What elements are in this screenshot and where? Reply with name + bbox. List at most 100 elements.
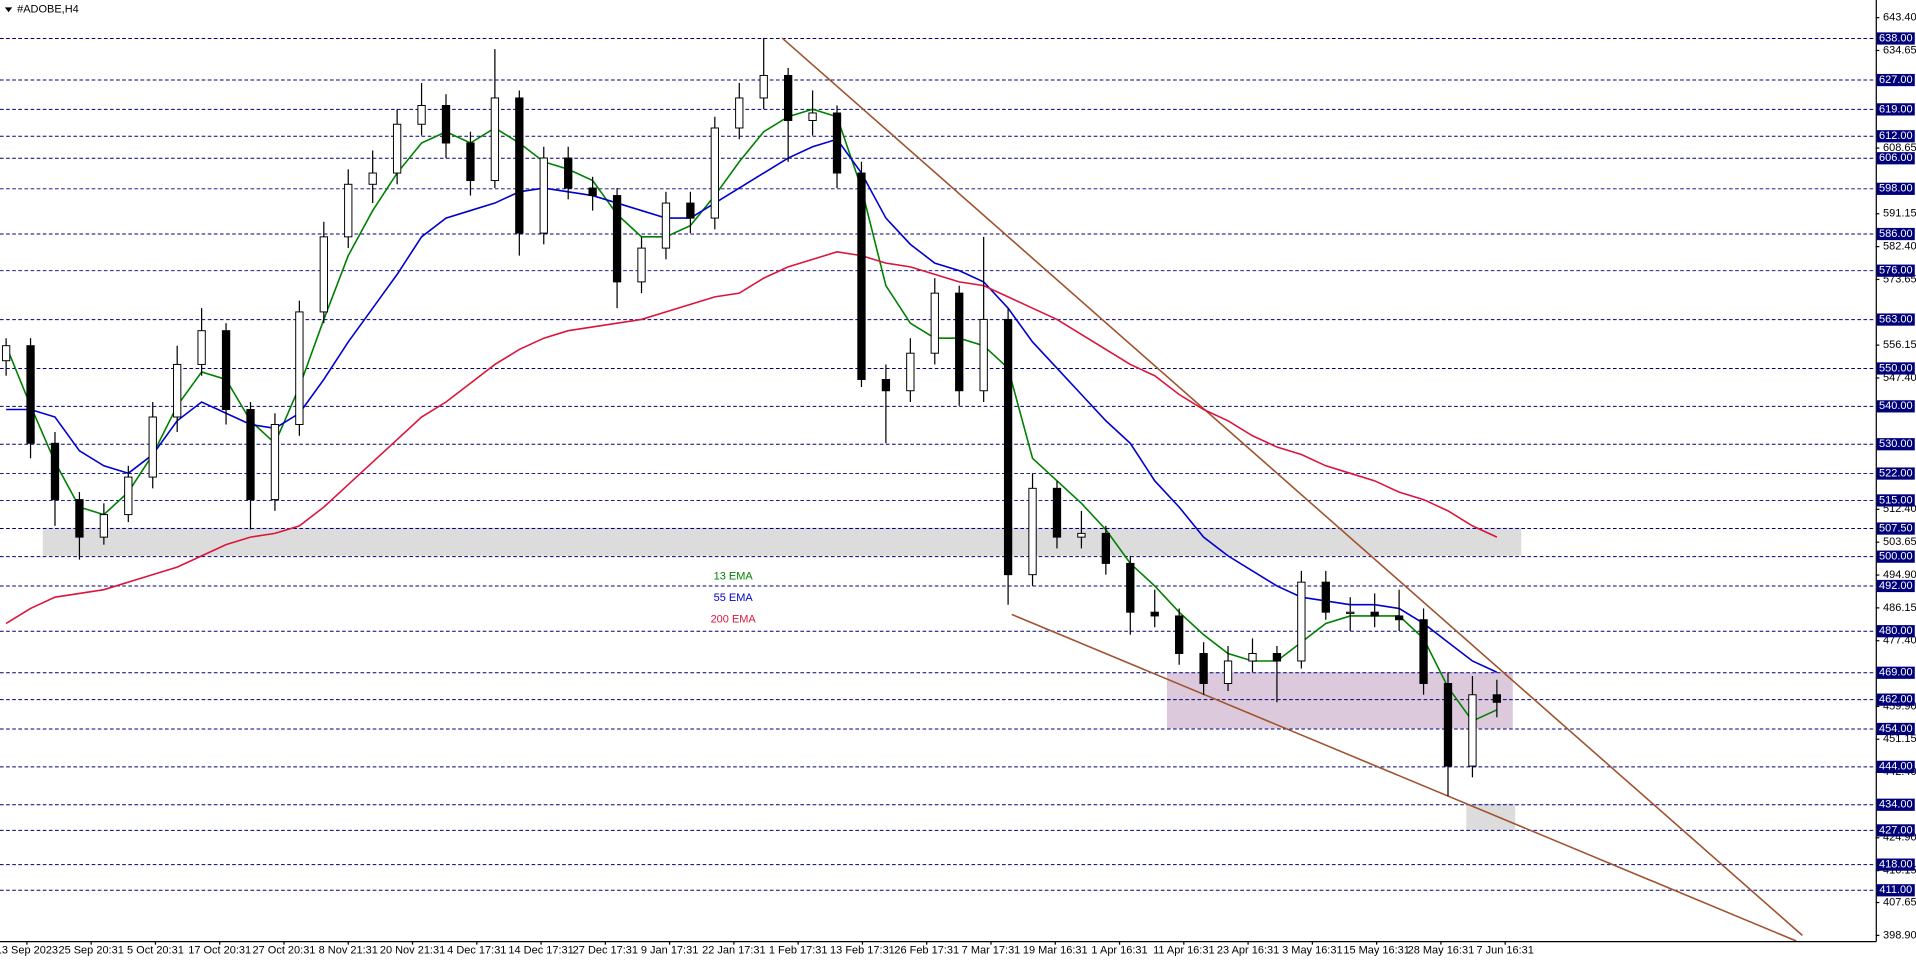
candle-body bbox=[1321, 581, 1330, 613]
candle-body bbox=[783, 74, 793, 121]
candle-body bbox=[661, 202, 671, 249]
trendline bbox=[1011, 613, 1797, 942]
y-tick-label: 556.15 bbox=[1883, 339, 1916, 351]
candle-body bbox=[1175, 615, 1184, 654]
level-label-box bbox=[1876, 579, 1915, 593]
candle-body bbox=[197, 330, 206, 365]
y-tick-label: 582.40 bbox=[1883, 241, 1916, 253]
level-label: 638.00 bbox=[1879, 32, 1913, 44]
candle-body bbox=[539, 157, 548, 234]
candle-body bbox=[906, 352, 915, 392]
level-label-box bbox=[1876, 693, 1915, 706]
level-label-box bbox=[1876, 798, 1915, 811]
x-tick-label: 3 May 16:31 bbox=[1282, 945, 1342, 957]
trendline bbox=[781, 37, 1803, 936]
level-label: 530.00 bbox=[1879, 438, 1913, 450]
level-label: 492.00 bbox=[1879, 580, 1913, 592]
level-label-box bbox=[1876, 467, 1915, 480]
level-label: 515.00 bbox=[1879, 494, 1913, 506]
level-label: 434.00 bbox=[1879, 799, 1913, 811]
candle-body bbox=[1248, 652, 1257, 662]
level-label-box bbox=[1876, 152, 1915, 165]
x-tick-label: 7 Mar 17:31 bbox=[962, 945, 1021, 957]
level-label-box bbox=[1876, 362, 1915, 375]
candle-body bbox=[466, 142, 475, 182]
candle-body bbox=[368, 172, 377, 185]
candle-body bbox=[1101, 532, 1111, 564]
level-label: 606.00 bbox=[1879, 152, 1913, 164]
candle-body bbox=[1052, 487, 1062, 538]
candle-body bbox=[392, 123, 402, 174]
level-label: 507.50 bbox=[1879, 522, 1913, 534]
trendlines bbox=[781, 37, 1803, 942]
level-label-box bbox=[1876, 522, 1915, 535]
candle-body bbox=[637, 247, 646, 283]
level-label-box bbox=[1876, 494, 1915, 507]
x-tick-label: 26 Feb 17:31 bbox=[894, 945, 959, 957]
level-label-box bbox=[1876, 760, 1915, 773]
level-label: 540.00 bbox=[1879, 400, 1913, 412]
level-label: 411.00 bbox=[1879, 884, 1912, 896]
labels: 643.40634.65608.65591.15582.40573.65556.… bbox=[0, 12, 1916, 957]
candle-body bbox=[417, 104, 426, 125]
candle-body bbox=[881, 378, 891, 392]
y-tick-label: 407.65 bbox=[1883, 896, 1916, 908]
level-label-box bbox=[1876, 313, 1915, 326]
x-tick-label: 1 Feb 17:31 bbox=[769, 945, 828, 957]
y-tick-label: 608.65 bbox=[1883, 142, 1916, 154]
x-tick-label: 19 Mar 16:31 bbox=[1023, 945, 1088, 957]
x-tick-label: 23 Apr 16:31 bbox=[1217, 945, 1279, 957]
candles bbox=[1, 37, 1502, 797]
level-label: 627.00 bbox=[1879, 74, 1913, 86]
candle-body bbox=[1223, 660, 1233, 685]
candle-body bbox=[1370, 611, 1379, 617]
candle-body bbox=[1126, 562, 1135, 613]
candle-body bbox=[735, 97, 744, 129]
zone bbox=[42, 527, 1522, 556]
candle-body bbox=[686, 202, 695, 219]
candle-body bbox=[1003, 318, 1013, 576]
y-tick-label: 486.15 bbox=[1883, 602, 1916, 614]
candle-body bbox=[490, 97, 500, 182]
candle-body bbox=[319, 236, 328, 313]
y-tick-label: 494.90 bbox=[1883, 569, 1916, 581]
candle-body bbox=[1077, 532, 1086, 538]
level-label: 500.00 bbox=[1879, 551, 1913, 563]
candle-body bbox=[270, 424, 280, 501]
level-label-box bbox=[1876, 227, 1915, 241]
candle-body bbox=[759, 74, 768, 99]
level-label-box bbox=[1876, 438, 1915, 451]
x-tick-label: 15 May 16:31 bbox=[1343, 945, 1410, 957]
candle-body bbox=[295, 311, 304, 426]
candle-body bbox=[808, 112, 817, 121]
y-tick-label: 503.65 bbox=[1883, 536, 1916, 548]
x-tick-label: 9 Jan 17:31 bbox=[641, 945, 698, 957]
legend-entry: 55 EMA bbox=[714, 592, 754, 604]
candle-body bbox=[1419, 619, 1428, 685]
level-label: 598.00 bbox=[1879, 183, 1913, 195]
candle-body bbox=[1468, 694, 1477, 767]
x-tick-label: 14 Dec 17:31 bbox=[508, 945, 573, 957]
y-tick-label: 634.65 bbox=[1883, 44, 1916, 56]
level-label: 576.00 bbox=[1879, 265, 1913, 277]
x-tick-label: 11 Apr 16:31 bbox=[1153, 945, 1214, 957]
candle-body bbox=[1150, 611, 1159, 617]
candle-body bbox=[344, 183, 353, 238]
candle-body bbox=[710, 127, 719, 219]
candle-body bbox=[441, 104, 451, 144]
level-label: 418.00 bbox=[1879, 859, 1913, 871]
candle-body bbox=[1028, 487, 1037, 576]
level-label: 444.00 bbox=[1879, 761, 1913, 773]
level-label: 469.00 bbox=[1879, 667, 1913, 679]
candle-body bbox=[1272, 652, 1282, 662]
x-tick-label: 27 Dec 17:31 bbox=[573, 945, 638, 957]
level-label-box bbox=[1876, 550, 1915, 563]
axes bbox=[0, 0, 1877, 943]
level-label-box bbox=[1876, 722, 1915, 736]
candle-body bbox=[832, 112, 842, 174]
candle-body bbox=[612, 195, 622, 283]
candle-body bbox=[515, 97, 524, 234]
level-label: 462.00 bbox=[1879, 694, 1913, 706]
level-label-box bbox=[1876, 884, 1915, 897]
